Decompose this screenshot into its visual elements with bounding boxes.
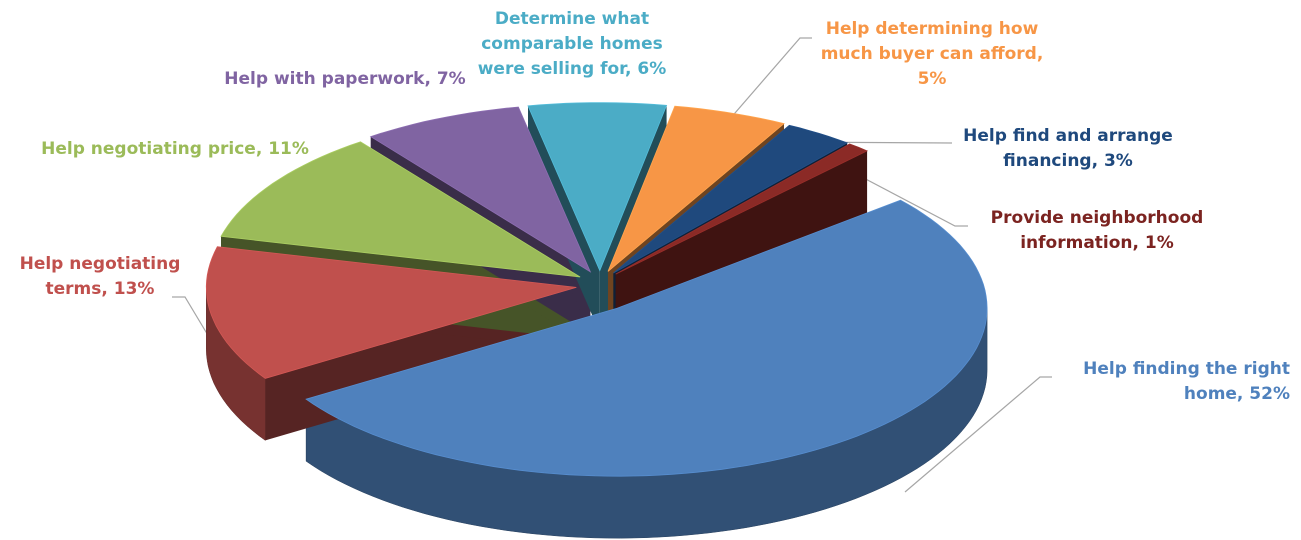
- data-label: Help find and arrange financing, 3%: [963, 126, 1173, 171]
- leader-line: [721, 37, 812, 129]
- slice-tops: [205, 102, 988, 477]
- data-label: Help with paperwork, 7%: [224, 69, 466, 89]
- pie-slice: [369, 106, 592, 273]
- leader-line: [904, 376, 1052, 493]
- data-label: Provide neighborhood information, 1%: [990, 208, 1204, 253]
- data-label: Help determining how much buyer can affo…: [820, 19, 1044, 89]
- pie-slice: [615, 143, 869, 275]
- data-label: Help finding the right home, 52%: [1083, 359, 1290, 404]
- pie-slice: [220, 141, 581, 278]
- pie-slice: [613, 124, 849, 274]
- data-label: Help negotiating terms, 13%: [19, 254, 181, 299]
- pie-slice: [305, 199, 988, 477]
- data-label: Determine what comparable homes were sel…: [477, 9, 667, 79]
- pie-slice: [205, 246, 577, 379]
- pie-slice: [527, 102, 668, 272]
- pie-slice: [607, 105, 785, 272]
- data-label: Help negotiating price, 11%: [41, 139, 309, 159]
